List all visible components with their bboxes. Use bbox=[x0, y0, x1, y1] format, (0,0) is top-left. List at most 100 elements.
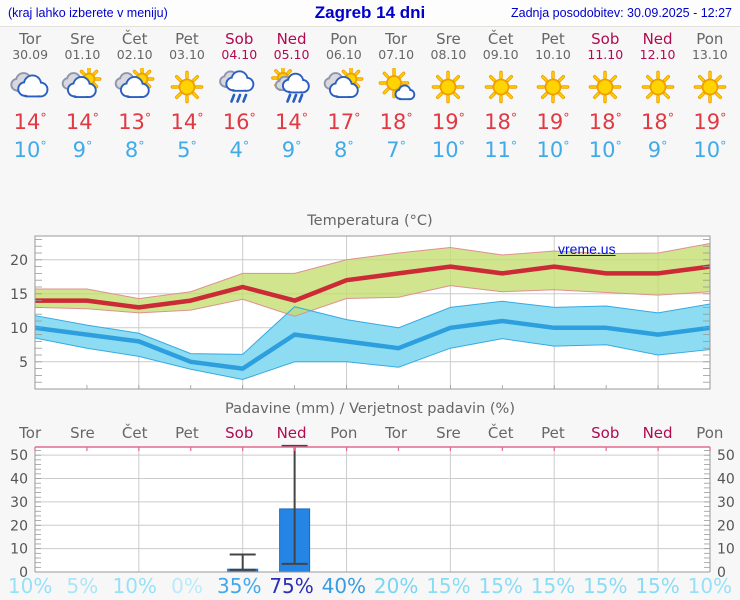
sunny-icon bbox=[588, 70, 622, 104]
sunny-icon bbox=[536, 70, 570, 104]
svg-text:5: 5 bbox=[19, 355, 28, 371]
menu-hint: (kraj lahko izberete v meniju) bbox=[8, 6, 168, 20]
day-column-2: Sre 01.10 14° 9° bbox=[56, 31, 108, 162]
precipitation-chart: 0 0 10 10 20 20 30 30 40 40 50 50 bbox=[10, 444, 735, 581]
svg-text:40: 40 bbox=[10, 472, 28, 488]
sunny-icon bbox=[579, 68, 631, 108]
svg-text:10: 10 bbox=[10, 321, 28, 337]
day-name: Čet bbox=[121, 30, 148, 48]
precip-day-label-12: Sob bbox=[591, 424, 620, 442]
sunny-icon bbox=[170, 70, 204, 104]
min-temperature: 5° bbox=[177, 138, 197, 162]
day-date: 13.10 bbox=[691, 47, 728, 62]
page-title: Zagreb 14 dni bbox=[314, 3, 426, 22]
day-column-7: Pon 06.10 17° 8° bbox=[318, 31, 370, 162]
day-date: 08.10 bbox=[430, 47, 467, 62]
min-temp-band bbox=[35, 301, 710, 380]
mostly-sunny-icon bbox=[378, 67, 416, 101]
partly-cloudy-icon bbox=[318, 66, 370, 108]
max-temperature: 16° bbox=[222, 110, 256, 134]
min-temperature: 8° bbox=[124, 138, 145, 162]
precip-whisker-day-5 bbox=[229, 553, 256, 571]
precip-probability-9: 15% bbox=[426, 574, 471, 598]
day-name: Pon bbox=[330, 30, 358, 48]
max-temperature: 18° bbox=[379, 110, 413, 134]
min-temperature: 10° bbox=[693, 138, 727, 162]
svg-text:10: 10 bbox=[717, 542, 735, 558]
min-temperature: 4° bbox=[229, 138, 250, 162]
watermark-link[interactable]: vreme.us bbox=[558, 241, 616, 257]
precip-day-label-10: Čet bbox=[487, 424, 514, 442]
sun-rain-icon bbox=[265, 66, 317, 108]
precip-probability-14: 10% bbox=[687, 574, 733, 598]
day-date: 04.10 bbox=[221, 47, 258, 62]
precip-probability-13: 15% bbox=[635, 574, 680, 598]
max-temperature: 19° bbox=[693, 110, 727, 134]
max-temperature: 14° bbox=[275, 110, 309, 134]
min-temperature: 8° bbox=[334, 138, 354, 162]
day-date: 30.09 bbox=[12, 47, 49, 62]
day-name: Sob bbox=[225, 30, 254, 48]
max-temperature: 18° bbox=[641, 110, 675, 134]
day-column-9: Sre 08.10 19° 10° bbox=[422, 31, 474, 163]
svg-text:30: 30 bbox=[10, 495, 28, 511]
min-temperature: 10° bbox=[13, 138, 47, 162]
partly-cloudy-icon bbox=[109, 66, 161, 108]
day-name: Tor bbox=[19, 30, 42, 48]
min-temp-line bbox=[34, 318, 711, 371]
min-temperature: 9° bbox=[647, 138, 668, 162]
sunny-icon bbox=[161, 68, 213, 108]
precip-whisker-day-6 bbox=[281, 444, 308, 565]
day-column-11: Pet 10.10 19° 10° bbox=[527, 30, 579, 163]
day-date: 09.10 bbox=[482, 47, 519, 62]
precip-probability-5: 35% bbox=[217, 574, 262, 598]
precip-day-label-8: Tor bbox=[385, 424, 408, 442]
sunny-icon bbox=[432, 70, 465, 104]
precip-day-label-11: Pet bbox=[541, 424, 565, 442]
precip-day-labels: Tor Sre Čet Pet Sob Ned Pon Tor Sre Čet Pet Sob Ned P… bbox=[4, 424, 736, 442]
sunny-icon bbox=[631, 68, 683, 108]
svg-text:30: 30 bbox=[717, 495, 735, 511]
day-date: 02.10 bbox=[116, 47, 153, 62]
min-temperature: 10° bbox=[431, 138, 465, 162]
max-temperature: 13° bbox=[118, 110, 152, 134]
max-temperature: 19° bbox=[536, 110, 570, 134]
precip-probability-12: 15% bbox=[583, 574, 628, 598]
forecast-strip: Tor 30.09 14° 10° Sre 01.10 14° 9° bbox=[4, 31, 736, 162]
day-name: Ned bbox=[642, 30, 673, 48]
min-temperature: 7° bbox=[386, 138, 406, 162]
sunny-icon bbox=[527, 68, 579, 108]
precip-probability-4: 0% bbox=[171, 574, 203, 598]
svg-text:0: 0 bbox=[19, 565, 28, 581]
day-name: Sob bbox=[591, 30, 620, 48]
day-name: Pet bbox=[541, 30, 565, 48]
header: (kraj lahko izberete v meniju) Zagreb 14… bbox=[0, 0, 740, 27]
sunny-icon bbox=[641, 70, 674, 104]
precip-probability-3: 10% bbox=[112, 574, 157, 598]
day-column-8: Tor 07.10 18° 7° bbox=[370, 31, 422, 162]
precip-day-label-14: Pon bbox=[696, 424, 724, 442]
svg-text:15: 15 bbox=[10, 287, 28, 303]
precip-day-label-1: Tor bbox=[19, 424, 42, 442]
sunny-icon bbox=[475, 68, 527, 108]
precip-probability-7: 40% bbox=[321, 574, 367, 598]
precip-probability-2: 5% bbox=[66, 574, 99, 598]
precip-day-label-6: Ned bbox=[276, 424, 307, 442]
svg-text:20: 20 bbox=[10, 518, 28, 534]
svg-text:10: 10 bbox=[10, 542, 28, 558]
precip-day-label-5: Sob bbox=[225, 424, 254, 442]
day-date: 03.10 bbox=[169, 47, 205, 62]
precip-day-label-4: Pet bbox=[175, 424, 199, 442]
day-name: Pet bbox=[175, 30, 199, 48]
sunny-icon bbox=[693, 70, 727, 104]
day-date: 01.10 bbox=[64, 47, 101, 62]
svg-text:50: 50 bbox=[717, 448, 735, 464]
min-temperature: 9° bbox=[72, 138, 93, 162]
rain-icon bbox=[219, 70, 255, 103]
rain-icon bbox=[213, 68, 265, 108]
sunny-icon bbox=[484, 70, 518, 104]
svg-text:0: 0 bbox=[717, 565, 726, 581]
precip-day-label-3: Čet bbox=[121, 424, 148, 442]
day-column-1: Tor 30.09 14° 10° bbox=[4, 31, 56, 162]
